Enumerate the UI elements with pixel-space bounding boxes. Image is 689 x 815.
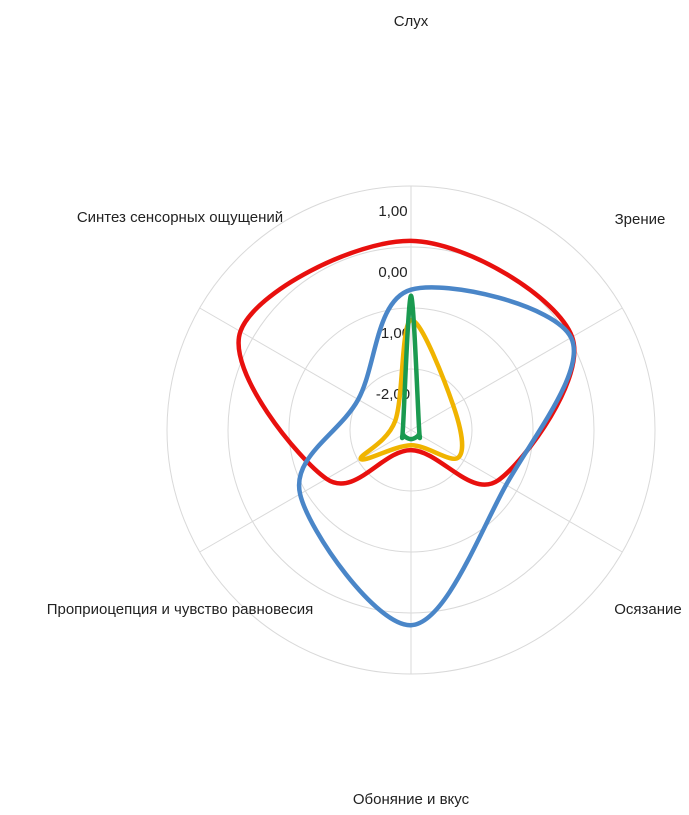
y-tick-label: -1,00 [376, 325, 410, 342]
category-label: Зрение [615, 211, 666, 228]
series-line [296, 285, 577, 628]
grid-spoke [410, 307, 623, 431]
category-label: Слух [394, 13, 429, 30]
category-label: Обоняние и вкус [353, 791, 470, 808]
grid-spoke [410, 429, 623, 553]
grid-spoke [199, 307, 412, 431]
category-label: Проприоцепция и чувство равновесия [47, 601, 314, 618]
grid-spoke [199, 429, 412, 553]
y-tick-label: 1,00 [378, 203, 407, 220]
category-label: Синтез сенсорных ощущений [77, 209, 283, 226]
category-label: Осязание [614, 601, 682, 618]
series-line [399, 293, 423, 442]
y-tick-label: 0,00 [378, 264, 407, 281]
series-line [358, 317, 465, 462]
